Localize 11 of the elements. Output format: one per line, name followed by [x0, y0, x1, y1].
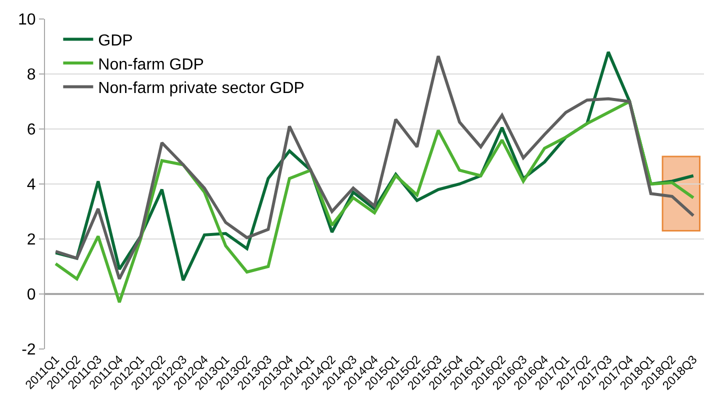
- legend-label: Non-farm private sector GDP: [98, 80, 304, 98]
- y-tick-label: 2: [26, 232, 36, 249]
- y-tick-label: -2: [22, 342, 36, 359]
- line-series: [54, 100, 695, 304]
- y-tick-label: 10: [18, 12, 36, 29]
- y-tick-label: 8: [26, 66, 36, 84]
- legend-label: GDP: [98, 32, 133, 50]
- y-tick-label: 4: [26, 176, 36, 194]
- legend-label: Non-farm GDP: [98, 56, 204, 74]
- y-tick-label: 0: [26, 286, 36, 304]
- y-tick-label: 6: [26, 122, 36, 139]
